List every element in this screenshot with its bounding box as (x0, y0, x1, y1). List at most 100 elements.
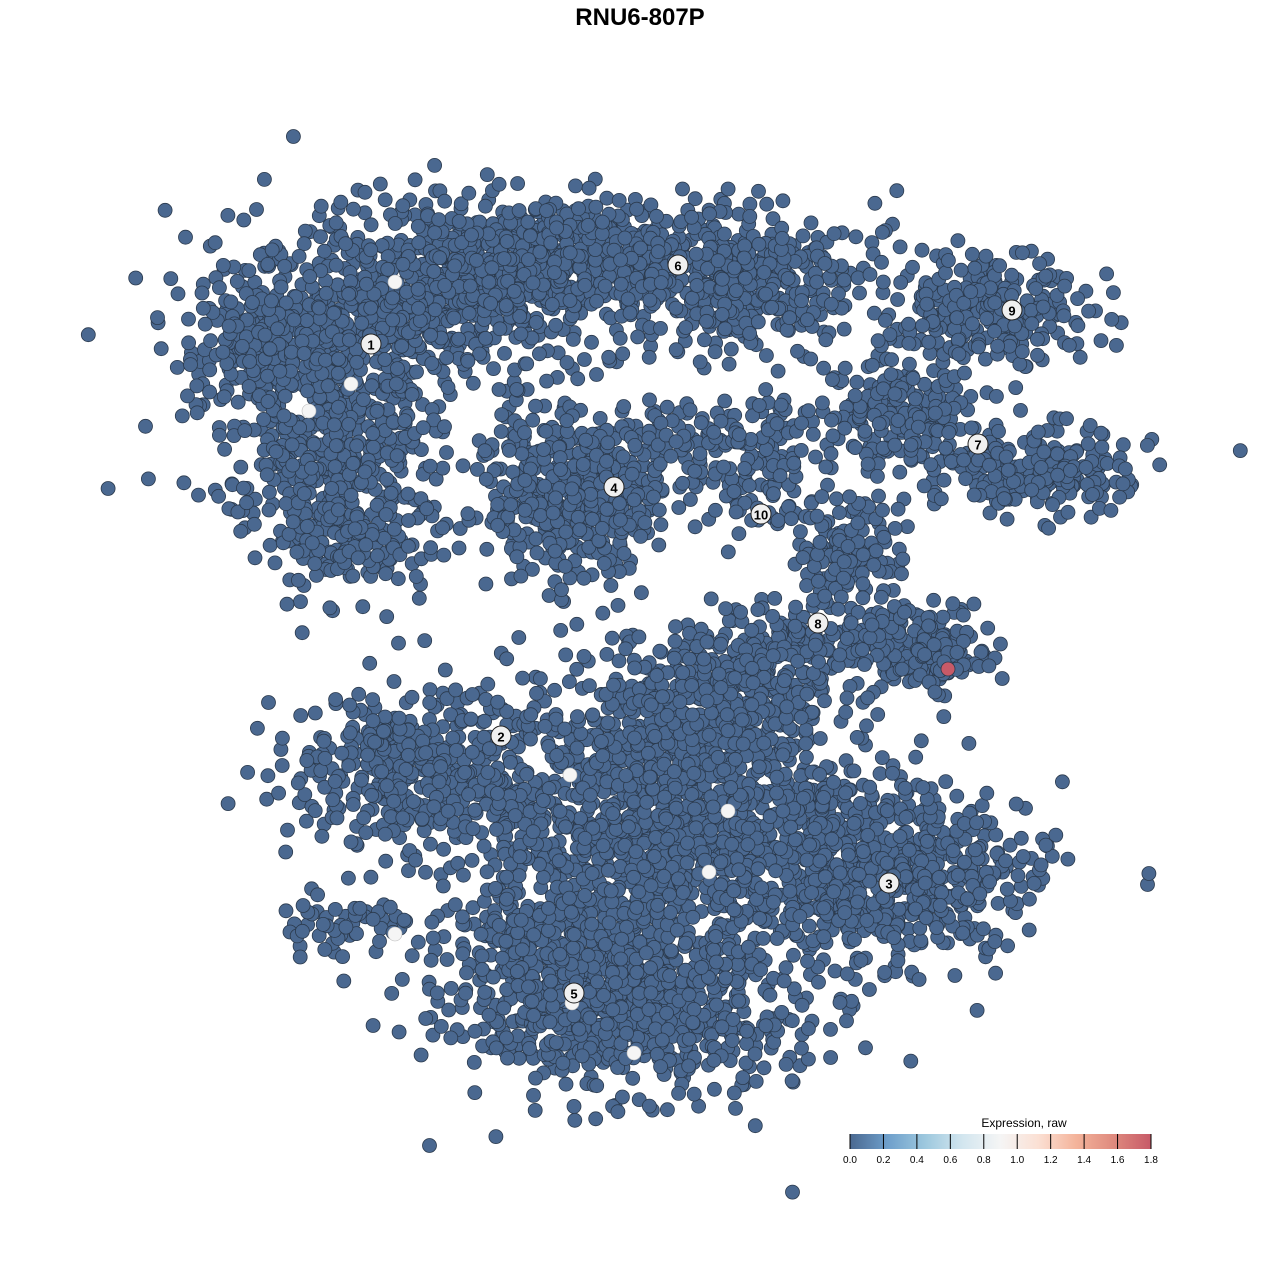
cell-point (759, 196, 775, 212)
cell-point (391, 635, 406, 651)
cell-point (836, 272, 852, 288)
cell-point (653, 320, 668, 336)
cell-point (978, 248, 994, 264)
cell-point (491, 176, 507, 192)
cell-point (341, 758, 357, 774)
cell-point (720, 181, 736, 197)
cell-point (328, 215, 344, 231)
cell-point (600, 435, 616, 451)
cell-point (811, 573, 826, 589)
cell-point (945, 596, 961, 612)
cell-point (333, 194, 349, 210)
cell-point (1099, 266, 1114, 282)
cell-point (428, 471, 444, 487)
cell-point (651, 537, 667, 553)
cell-point (915, 318, 930, 334)
cell-point (395, 810, 411, 826)
cell-point (394, 338, 410, 354)
cell-point (615, 346, 631, 362)
cell-point (684, 290, 700, 306)
cell-point (407, 172, 423, 188)
cell-point (1140, 437, 1155, 453)
cell-point (687, 463, 703, 479)
cell-point (992, 258, 1007, 274)
cell-point (363, 300, 379, 316)
cell-point (365, 713, 381, 729)
cell-point (422, 458, 438, 474)
cell-point (539, 203, 554, 219)
cell-point (782, 310, 797, 326)
cell-point (353, 772, 369, 788)
cell-point (497, 345, 512, 361)
cell-point (786, 455, 802, 471)
cell-point (872, 766, 888, 782)
cell-point (511, 203, 527, 218)
cell-point (330, 502, 346, 518)
cell-point (893, 275, 909, 290)
cell-point (447, 258, 463, 274)
cell-point (262, 537, 278, 553)
cell-point (277, 388, 293, 404)
cell-point (875, 274, 891, 290)
cell-point (827, 963, 843, 979)
cell-point (439, 445, 454, 460)
cell-point (285, 457, 301, 473)
cell-point (836, 554, 852, 570)
cell-point (267, 555, 283, 571)
cell-point (923, 457, 939, 473)
cell-point (901, 316, 916, 332)
cell-point (296, 236, 312, 252)
cell-point (538, 423, 554, 439)
cell-point (616, 399, 632, 414)
cell-point (280, 822, 295, 838)
cell-point (389, 361, 405, 377)
cell-point (849, 374, 865, 390)
cell-point (358, 537, 374, 553)
cell-point (427, 225, 443, 241)
cell-point (491, 382, 507, 397)
cell-point (410, 281, 426, 297)
cell-point (1056, 308, 1072, 324)
cell-point (751, 183, 766, 199)
cell-point (1000, 462, 1016, 478)
cell-point (795, 228, 811, 244)
cell-point (714, 307, 730, 322)
cell-point (517, 472, 533, 488)
cell-point (519, 356, 535, 372)
cell-point (703, 591, 719, 607)
cell-point (240, 765, 256, 780)
cell-point (437, 193, 453, 209)
cell-point (260, 768, 276, 784)
cell-point (357, 184, 373, 200)
cell-point (510, 176, 525, 191)
cell-point (378, 566, 394, 582)
cell-point (927, 405, 943, 421)
cell-point (731, 427, 747, 443)
cell-point (307, 803, 323, 818)
cell-point (364, 378, 380, 394)
cell-point (987, 323, 1002, 339)
cell-point (884, 352, 899, 368)
cell-point (589, 367, 604, 382)
cell-point (327, 459, 343, 475)
cell-point (742, 208, 758, 224)
cell-point (823, 446, 839, 462)
cell-point (764, 299, 780, 315)
cell-point (576, 570, 592, 586)
cell-point (637, 515, 653, 530)
cell-point (895, 551, 911, 567)
cell-point (1093, 333, 1109, 349)
cell-point (435, 520, 450, 536)
cell-point (653, 275, 669, 291)
cell-point (1112, 489, 1127, 505)
cell-point (855, 547, 871, 563)
cell-point (330, 365, 346, 381)
cell-point (675, 181, 690, 197)
cell-point (379, 778, 395, 794)
cell-point (522, 228, 538, 244)
cell-point (326, 305, 342, 321)
cell-point (260, 394, 276, 409)
cell-point (966, 487, 982, 503)
cell-point (545, 505, 561, 521)
cell-point (847, 388, 863, 404)
